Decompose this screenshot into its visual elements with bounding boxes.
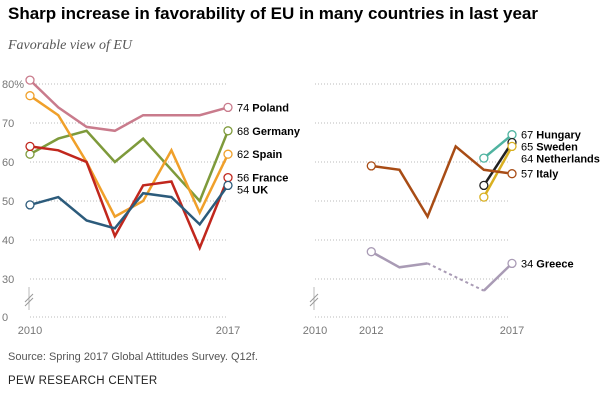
end-label-hungary: 67 Hungary	[521, 130, 582, 142]
end-value: 67	[521, 130, 536, 142]
series-name: Italy	[536, 169, 559, 181]
end-label-sweden: 65 Sweden	[521, 142, 578, 154]
end-marker	[507, 169, 517, 179]
end-value: 68	[237, 126, 252, 138]
y-tick-label: 60	[2, 157, 14, 169]
series-name: Hungary	[536, 130, 582, 142]
series-line-greece	[370, 250, 428, 269]
x-tick-label: 2012	[359, 325, 383, 337]
end-label-poland: 74 Poland	[237, 102, 289, 114]
end-label-uk: 54 UK	[237, 185, 268, 197]
end-value: 34	[521, 258, 536, 270]
start-marker	[479, 153, 489, 163]
y-tick-label: 40	[2, 235, 14, 247]
end-value: 74	[237, 102, 252, 114]
y-tick-label: 0	[2, 312, 8, 324]
series-line-italy	[371, 144, 513, 220]
x-tick-label: 2017	[500, 325, 524, 337]
x-tick-label: 2010	[18, 325, 42, 337]
start-marker	[25, 75, 35, 85]
end-value: 64	[521, 154, 536, 166]
series-name: Germany	[252, 126, 301, 138]
x-tick-label: 2010	[303, 325, 327, 337]
end-marker	[223, 180, 233, 191]
series-name: France	[252, 173, 288, 185]
start-marker	[25, 200, 35, 210]
series-line-hungary	[483, 133, 513, 160]
series-name: UK	[252, 185, 268, 197]
organization-name: PEW RESEARCH CENTER	[8, 375, 158, 387]
end-marker	[507, 258, 517, 269]
series-name: Poland	[252, 102, 289, 114]
series-name: Netherlands	[536, 154, 600, 166]
end-marker	[223, 126, 233, 136]
y-tick-label: 30	[2, 274, 14, 286]
axis-break-mark	[24, 297, 34, 307]
end-label-france: 56 France	[237, 173, 288, 185]
y-tick-label: 50	[2, 196, 14, 208]
end-marker	[223, 172, 233, 183]
axis-break-mark	[309, 297, 319, 307]
series-name: Greece	[536, 258, 573, 270]
y-tick-label: 80%	[2, 79, 24, 91]
end-label-germany: 68 Germany	[237, 126, 301, 138]
series-name: Sweden	[536, 142, 578, 154]
y-tick-label: 70	[2, 118, 14, 130]
start-marker	[366, 247, 376, 257]
end-marker	[223, 102, 233, 113]
end-value: 65	[521, 142, 536, 154]
chart-title: Sharp increase in favorability of EU in …	[8, 4, 539, 23]
series-name: Spain	[252, 149, 282, 161]
x-tick-label: 2017	[216, 325, 240, 337]
series-line-greece	[482, 262, 513, 292]
axis-break-mark	[24, 293, 34, 303]
start-marker	[25, 149, 35, 159]
end-value: 62	[237, 149, 252, 161]
end-label-spain: 62 Spain	[237, 149, 283, 161]
source-note: Source: Spring 2017 Global Attitudes Sur…	[8, 351, 258, 363]
series-line-poland	[29, 79, 229, 133]
chart-subtitle: Favorable view of EU	[8, 38, 133, 53]
end-label-italy: 57 Italy	[521, 169, 559, 181]
series-line-germany	[29, 129, 230, 204]
end-value: 57	[521, 169, 536, 181]
start-marker	[479, 192, 489, 202]
start-marker	[479, 180, 489, 191]
end-marker	[507, 141, 517, 152]
end-value: 56	[237, 173, 252, 185]
end-marker	[507, 130, 517, 140]
end-marker	[223, 149, 233, 159]
start-marker	[366, 161, 376, 171]
end-label-greece: 34 Greece	[521, 258, 574, 270]
series-line-sweden	[482, 141, 514, 187]
start-marker	[25, 141, 35, 152]
end-value: 54	[237, 185, 252, 197]
axis-break-mark	[309, 293, 319, 303]
series-gap-line	[427, 262, 485, 292]
series-line-uk	[29, 184, 230, 230]
end-label-netherlands: 64 Netherlands	[521, 154, 600, 166]
start-marker	[25, 91, 35, 101]
